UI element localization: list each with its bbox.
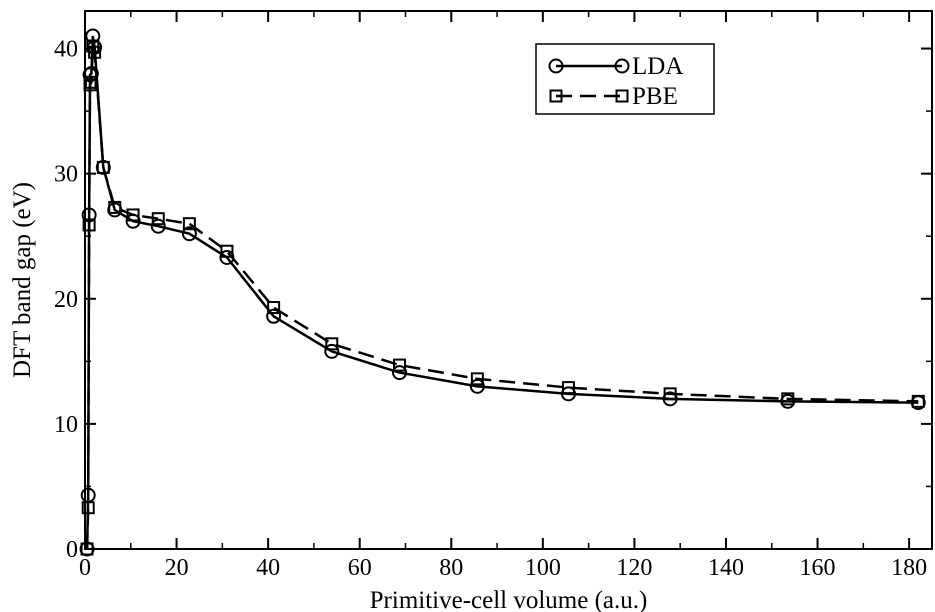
data-point-pbe: [108, 200, 122, 214]
data-point-pbe: [81, 501, 95, 515]
y-tick-label: 20: [54, 287, 78, 313]
data-point-pbe: [220, 244, 234, 258]
data-point-lda: [181, 226, 197, 242]
x-axis-title: Primitive-cell volume (a.u.): [370, 587, 648, 612]
data-point-lda: [266, 308, 282, 324]
data-point-pbe: [470, 372, 484, 386]
x-tick-label: 180: [891, 555, 927, 581]
plot-area: 0 20 40 60 80 100 120 140 160 180 0 10 20 30 40: [54, 10, 933, 581]
data-point-pbe: [96, 160, 110, 174]
plot-frame: [84, 10, 933, 550]
series-line-lda: [85, 35, 919, 550]
data-point-pbe: [561, 381, 575, 395]
legend-marker-lda: [614, 58, 630, 74]
data-point-pbe: [781, 392, 795, 406]
y-axis-title: DFT band gap (eV): [9, 182, 36, 378]
data-point-lda: [392, 365, 408, 381]
x-tick-label: 40: [256, 555, 280, 581]
legend-marker-lda: [548, 58, 564, 74]
data-point-pbe: [151, 212, 165, 226]
legend-item-lda: LDA: [548, 53, 683, 80]
x-tick-label: 100: [525, 555, 561, 581]
y-tick-label: 40: [54, 37, 78, 63]
data-point-pbe: [83, 78, 97, 92]
data-point-pbe: [325, 337, 339, 351]
data-point-pbe: [82, 218, 96, 232]
series-pbe: [80, 39, 925, 556]
legend-label-lda: LDA: [632, 53, 683, 80]
y-tick-label: 0: [66, 537, 78, 563]
legend-marker-pbe: [549, 89, 563, 103]
x-tick-label: 20: [165, 555, 189, 581]
data-point-pbe: [663, 387, 677, 401]
legend-item-pbe: PBE: [549, 83, 678, 110]
data-point-pbe: [393, 358, 407, 372]
data-point-pbe: [911, 394, 925, 408]
x-tick-label: 120: [616, 555, 652, 581]
x-tick-label: 160: [800, 555, 836, 581]
y-axis-ticks: 0 10 20 30 40: [54, 37, 932, 563]
x-tick-label: 140: [708, 555, 744, 581]
legend-box: [535, 43, 715, 115]
data-point-pbe: [267, 301, 281, 315]
data-point-lda: [324, 343, 340, 359]
data-point-pbe: [84, 75, 98, 89]
data-point-pbe: [182, 217, 196, 231]
x-tick-label: 60: [348, 555, 372, 581]
x-axis-ticks: 0 20 40 60 80 100 120 140 160 180: [79, 11, 927, 581]
data-point-lda: [85, 28, 101, 44]
series-lda: [79, 28, 926, 557]
series-line-pbe: [85, 45, 919, 550]
y-tick-label: 10: [54, 412, 78, 438]
legend-marker-pbe: [615, 89, 629, 103]
legend: LDA PBE: [535, 43, 715, 115]
x-tick-label: 0: [79, 555, 91, 581]
data-point-lda: [150, 218, 166, 234]
data-point-pbe: [126, 208, 140, 222]
data-point-pbe: [80, 542, 94, 556]
x-tick-label: 80: [439, 555, 463, 581]
legend-label-pbe: PBE: [632, 83, 678, 110]
data-point-pbe: [88, 45, 102, 59]
series-layer: [79, 28, 926, 557]
y-tick-label: 30: [54, 162, 78, 188]
